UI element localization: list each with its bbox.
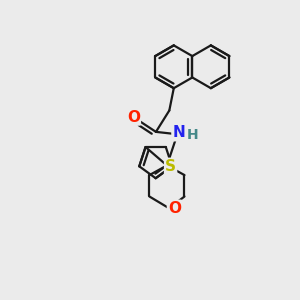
Text: H: H — [187, 128, 199, 142]
Text: S: S — [165, 159, 176, 174]
Text: N: N — [172, 125, 185, 140]
Text: O: O — [168, 201, 181, 216]
Text: O: O — [127, 110, 140, 124]
